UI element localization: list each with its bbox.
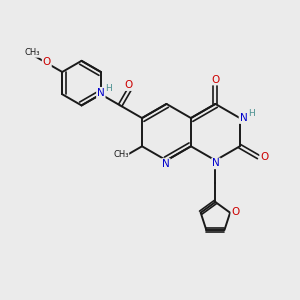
Text: H: H [106, 84, 112, 93]
Text: O: O [231, 207, 240, 217]
Text: O: O [260, 152, 269, 162]
Text: CH₃: CH₃ [25, 48, 40, 57]
Text: O: O [211, 75, 220, 85]
Text: CH₃: CH₃ [113, 150, 129, 159]
Text: O: O [124, 80, 132, 90]
Text: N: N [97, 88, 105, 98]
Text: N: N [239, 113, 247, 123]
Text: N: N [212, 158, 220, 168]
Text: H: H [248, 109, 255, 118]
Text: O: O [43, 57, 51, 67]
Text: N: N [162, 159, 170, 169]
